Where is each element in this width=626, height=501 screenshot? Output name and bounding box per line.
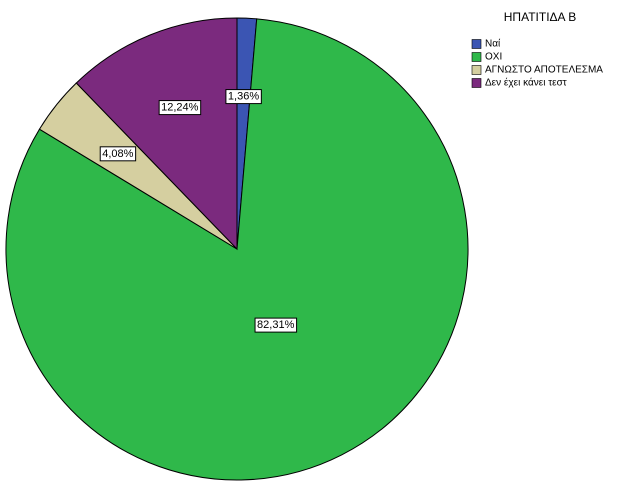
data-label: 4,08%: [99, 146, 137, 162]
legend-label: ΟΧΙ: [485, 52, 502, 63]
legend-title: ΗΠΑΤΙΤΙΔΑ Β: [504, 10, 576, 24]
data-label-box: [158, 100, 202, 116]
data-label: 12,24%: [158, 100, 202, 116]
data-label-text: 12,24%: [161, 102, 199, 114]
data-label: 1,36%: [225, 89, 262, 105]
legend-swatch: [471, 39, 482, 49]
data-label: 82,31%: [254, 317, 298, 333]
data-label-box: [99, 146, 137, 162]
legend-label: ΑΓΝΩΣΤΟ ΑΠΟΤΕΛΕΣΜΑ: [485, 65, 603, 76]
legend-swatch: [471, 52, 482, 62]
pie-slice: [75, 17, 238, 251]
data-label-text: 4,08%: [102, 148, 133, 160]
legend-label: Ναί: [485, 38, 501, 50]
data-label-box: [254, 317, 298, 333]
data-label-box: [225, 89, 262, 105]
legend-swatch: [471, 78, 482, 88]
data-label-text: 82,31%: [257, 319, 295, 331]
legend-label: Δεν έχει κάνει τεστ: [485, 77, 567, 89]
data-label-text: 1,36%: [228, 91, 259, 103]
legend-swatch: [471, 65, 482, 75]
